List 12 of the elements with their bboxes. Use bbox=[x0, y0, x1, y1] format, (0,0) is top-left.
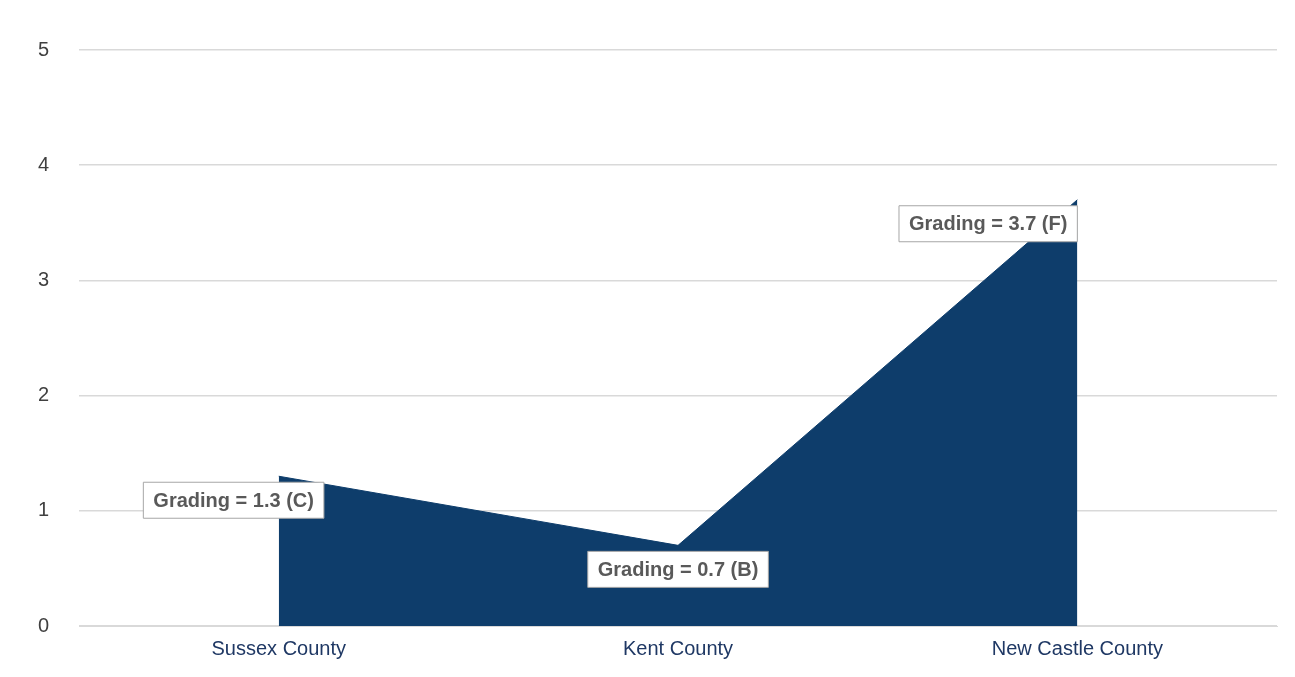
y-tick-label: 1 bbox=[38, 498, 50, 521]
x-tick-label: Kent County bbox=[623, 636, 734, 659]
annotation: Grading = 1.3 (C) bbox=[153, 488, 314, 511]
x-tick-label: Sussex County bbox=[211, 636, 347, 659]
y-tick-label: 5 bbox=[38, 37, 50, 60]
x-tick-label: New Castle County bbox=[991, 636, 1163, 659]
annotation: Grading = 3.7 (F) bbox=[908, 212, 1068, 235]
y-tick-label: 0 bbox=[38, 613, 50, 636]
y-tick-label: 4 bbox=[38, 152, 50, 175]
y-tick-label: 3 bbox=[38, 267, 50, 290]
y-tick-label: 2 bbox=[38, 383, 50, 406]
annotation: Grading = 0.7 (B) bbox=[597, 557, 759, 580]
